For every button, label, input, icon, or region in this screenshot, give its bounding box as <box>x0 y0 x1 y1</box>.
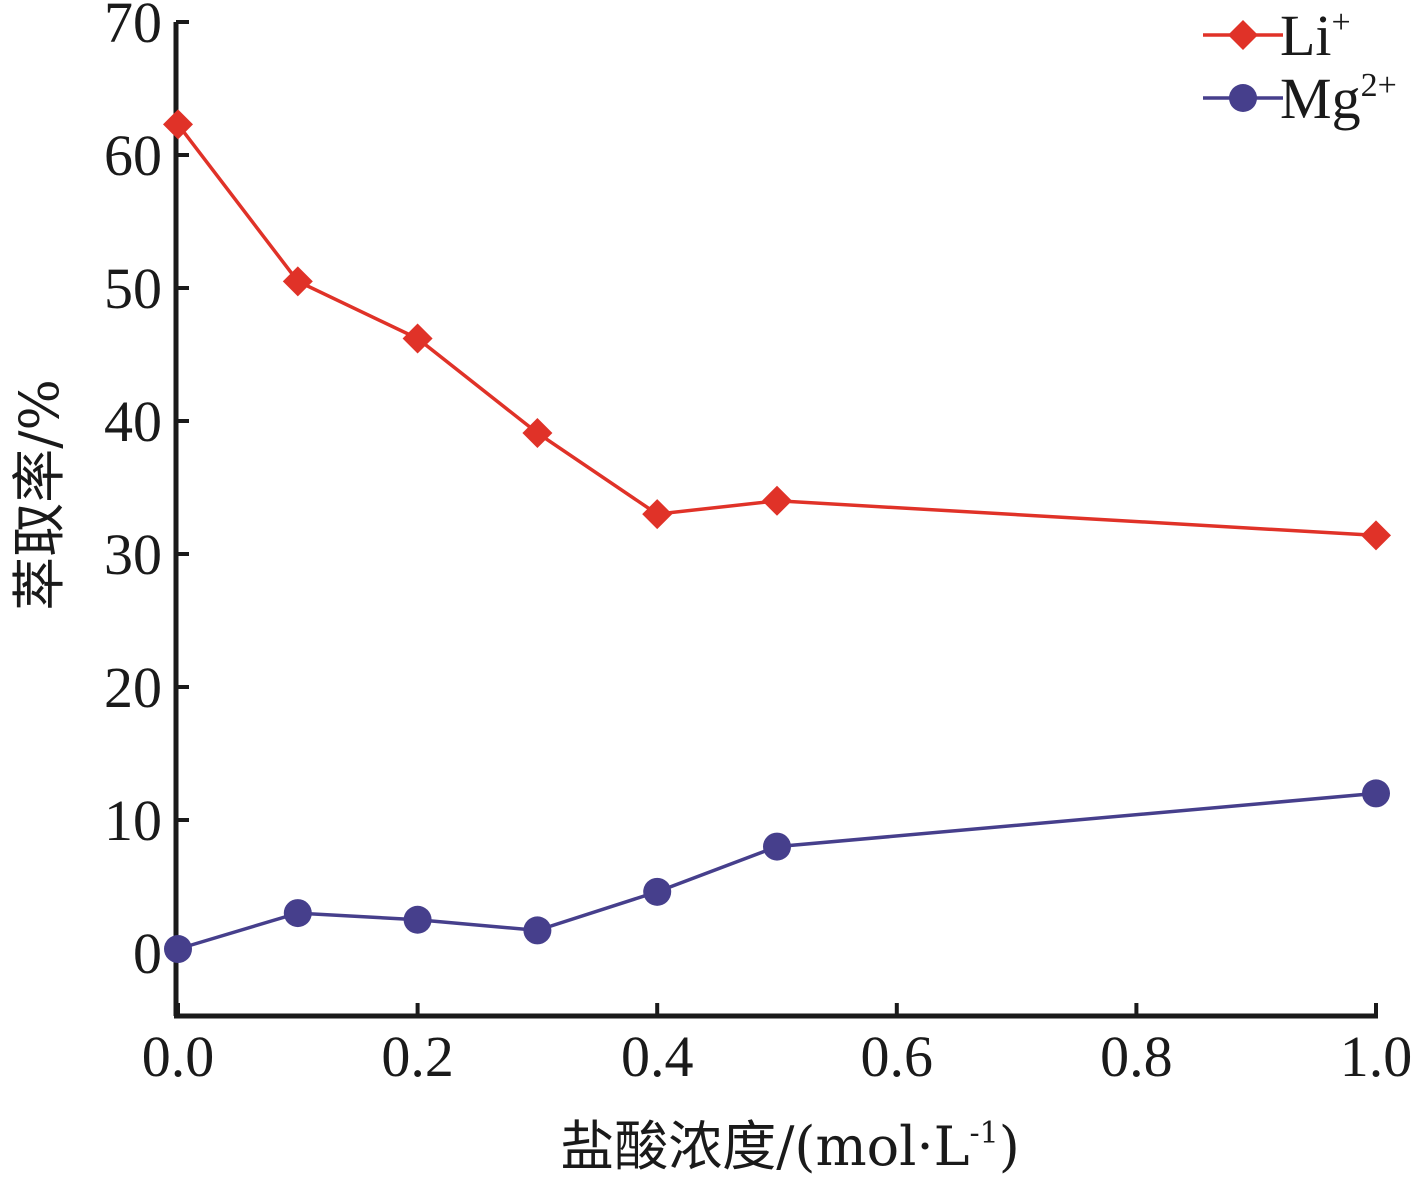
data-point-li <box>642 499 673 530</box>
legend-label: Mg2+ <box>1280 66 1397 131</box>
y-tick-label: 10 <box>104 788 162 853</box>
x-tick-label: 0.8 <box>1100 1024 1173 1089</box>
data-point-mg <box>403 905 432 934</box>
y-tick-label: 0 <box>133 921 162 986</box>
y-tick-label: 60 <box>104 123 162 188</box>
series-line-mg <box>177 791 1377 951</box>
y-tick-label: 70 <box>104 0 162 55</box>
y-tick-label: 30 <box>104 522 162 587</box>
x-tick-label: 1.0 <box>1340 1024 1413 1089</box>
x-axis-title: 盐酸浓度/(mol·L-1) <box>560 1115 1020 1178</box>
data-point-mg <box>1362 779 1390 808</box>
data-point-mg <box>643 877 672 906</box>
legend-item-mg: Mg2+ <box>1203 66 1397 131</box>
series-layer <box>163 109 1391 964</box>
data-point-li <box>762 485 792 516</box>
data-point-li <box>282 266 313 297</box>
x-tick-label: 0.4 <box>621 1024 694 1089</box>
legend-item-li: Li+ <box>1203 3 1351 68</box>
x-tick-label: 0.2 <box>381 1024 454 1089</box>
data-point-mg <box>164 935 192 964</box>
series-li <box>163 109 1391 551</box>
data-point-mg <box>283 899 312 928</box>
y-tick-label: 20 <box>104 655 162 720</box>
y-axis-title: 萃取率/% <box>8 379 71 611</box>
legend-label: Li+ <box>1280 3 1351 68</box>
data-point-li <box>402 323 433 354</box>
axes: 0 10 20 30 40 50 60 70 0.0 0.2 0.4 0.6 0.8 1.0 <box>104 0 1412 1089</box>
series-mg <box>164 779 1390 964</box>
data-point-mg <box>763 832 791 861</box>
legend-marker <box>1228 20 1258 50</box>
data-point-mg <box>523 916 552 945</box>
legend: Li+Mg2+ <box>1203 3 1397 131</box>
x-tick-label: 0.6 <box>861 1024 934 1089</box>
data-point-li <box>522 417 553 448</box>
data-point-li <box>163 109 193 140</box>
legend-marker <box>1229 84 1257 112</box>
series-line-li <box>176 123 1377 538</box>
y-tick-label: 40 <box>104 389 162 454</box>
x-tick-label: 0.0 <box>142 1024 215 1089</box>
data-point-li <box>1361 520 1391 551</box>
y-tick-label: 50 <box>104 256 162 321</box>
